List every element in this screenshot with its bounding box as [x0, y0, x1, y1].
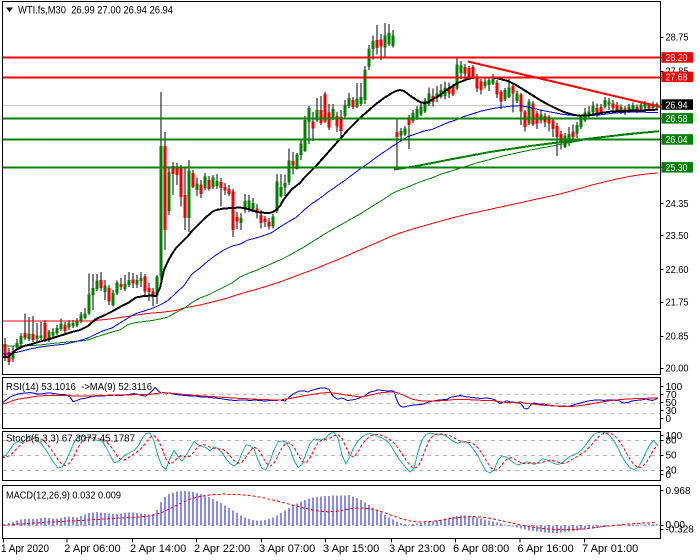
svg-text:MACD(12,26,9) 0.032 0.009: MACD(12,26,9) 0.032 0.009	[6, 491, 121, 502]
svg-text:RSI(14) 53.1016 ->MA(9) 52.31: RSI(14) 53.1016 ->MA(9) 52.3116	[6, 382, 152, 393]
svg-text:0.968: 0.968	[666, 486, 691, 497]
svg-text:70: 70	[666, 390, 678, 401]
svg-text:1 Apr 2020: 1 Apr 2020	[1, 543, 49, 555]
svg-text:7 Apr 01:00: 7 Apr 01:00	[582, 543, 638, 555]
svg-text:2 Apr 14:00: 2 Apr 14:00	[130, 543, 186, 555]
svg-text:-0.328: -0.328	[666, 524, 695, 535]
svg-text:28.75: 28.75	[666, 32, 689, 43]
svg-text:80: 80	[666, 436, 678, 447]
svg-text:2 Apr 22:00: 2 Apr 22:00	[194, 543, 250, 555]
svg-text:6 Apr 16:00: 6 Apr 16:00	[518, 543, 574, 555]
svg-text:26.04: 26.04	[666, 135, 688, 146]
svg-text:0: 0	[666, 470, 672, 481]
svg-text:100: 100	[666, 382, 683, 393]
svg-text:23.50: 23.50	[666, 231, 689, 242]
svg-text:21.75: 21.75	[666, 297, 689, 308]
svg-text:Stoch(5,3,3) 67.3077 45.1787: Stoch(5,3,3) 67.3077 45.1787	[6, 434, 135, 445]
svg-text:50: 50	[666, 398, 678, 409]
svg-text:0: 0	[666, 414, 672, 425]
svg-text:22.60: 22.60	[666, 265, 689, 276]
svg-text:6 Apr 08:00: 6 Apr 08:00	[453, 543, 509, 555]
svg-text:0.00: 0.00	[666, 520, 686, 531]
svg-text:3 Apr 07:00: 3 Apr 07:00	[259, 543, 315, 555]
svg-text:25.30: 25.30	[666, 163, 688, 174]
svg-text:26.58: 26.58	[666, 114, 688, 125]
svg-text:26.94: 26.94	[666, 100, 688, 111]
svg-text:27.68: 27.68	[666, 73, 688, 84]
svg-text:3 Apr 23:00: 3 Apr 23:00	[389, 543, 445, 555]
svg-text:2 Apr 06:00: 2 Apr 06:00	[64, 543, 120, 555]
svg-text:100: 100	[666, 431, 683, 442]
svg-text:20.00: 20.00	[666, 364, 689, 375]
svg-text:30: 30	[666, 406, 678, 417]
svg-text:3 Apr 15:00: 3 Apr 15:00	[323, 543, 379, 555]
svg-text:20.85: 20.85	[666, 332, 689, 343]
svg-text:28.20: 28.20	[666, 53, 688, 64]
svg-text:WTI.fs,M30 26.99 27.00 26.94: WTI.fs,M30 26.99 27.00 26.94 26.94	[18, 5, 173, 17]
svg-text:20: 20	[666, 466, 678, 477]
svg-text:50: 50	[666, 451, 678, 462]
svg-text:24.35: 24.35	[666, 199, 689, 210]
